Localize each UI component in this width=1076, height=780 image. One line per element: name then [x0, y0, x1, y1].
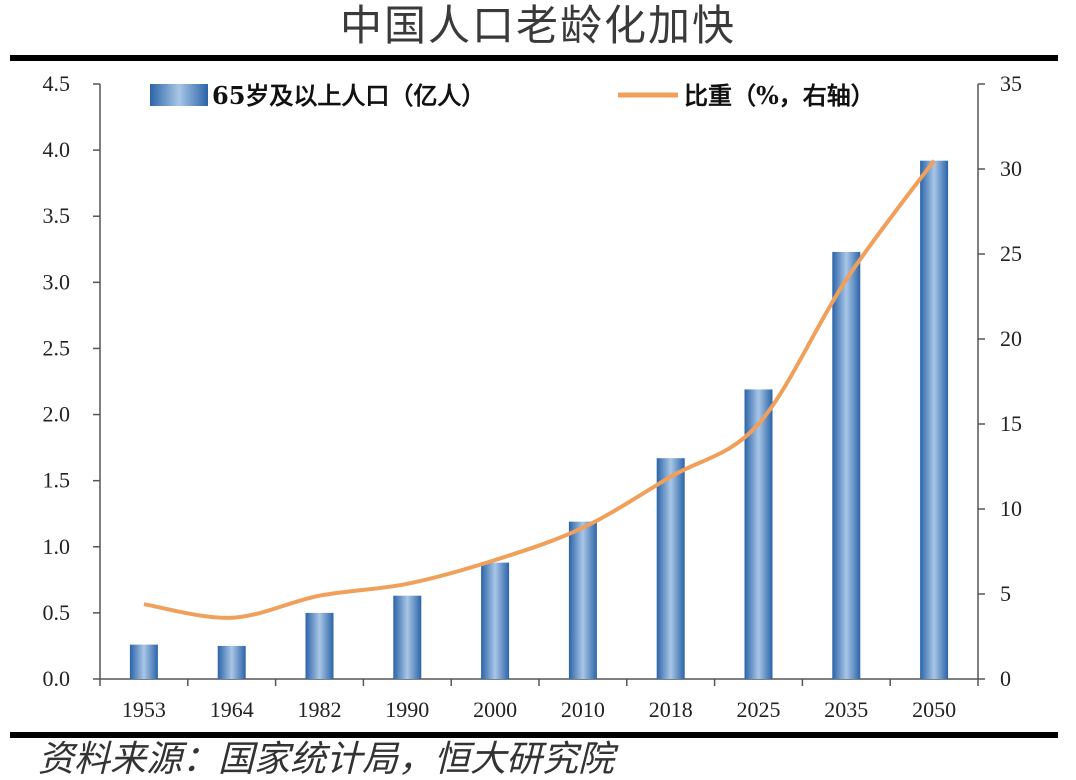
bar: [393, 596, 421, 679]
y-right-tick-label: 0: [1000, 666, 1011, 691]
legend-label-bar: 65岁及以上人口（亿人）: [212, 81, 485, 110]
legend-swatch-bar: [150, 84, 208, 106]
y-left-tick-label: 0.5: [43, 600, 71, 625]
y-left-tick-label: 3.5: [43, 203, 71, 228]
bar-series: [130, 161, 948, 679]
bar: [218, 646, 246, 679]
y-right-tick-label: 35: [1000, 71, 1022, 96]
line-path: [144, 161, 934, 618]
bar: [130, 645, 158, 679]
x-tick-label: 2050: [912, 697, 956, 722]
y-right-tick-label: 5: [1000, 581, 1011, 606]
bar: [832, 252, 860, 679]
bar: [306, 613, 334, 679]
bar: [657, 458, 685, 679]
x-tick-label: 2000: [473, 697, 517, 722]
y-right-tick-label: 25: [1000, 241, 1022, 266]
y-left-tick-label: 4.0: [43, 137, 71, 162]
y-right-tick-label: 20: [1000, 326, 1022, 351]
x-tick-label: 1964: [210, 697, 254, 722]
y-right-tick-label: 15: [1000, 411, 1022, 436]
y-left-tick-label: 1.5: [43, 468, 71, 493]
y-left-tick-label: 2.0: [43, 402, 71, 427]
bar: [569, 522, 597, 679]
y-left-tick-label: 4.5: [43, 71, 71, 96]
legend-label-line: 比重（%，右轴）: [684, 81, 875, 110]
line-series: [144, 160, 934, 618]
x-tick-label: 2018: [649, 697, 693, 722]
bar: [920, 161, 948, 679]
chart: 0.00.51.01.52.02.53.03.54.04.50510152025…: [0, 0, 1076, 740]
x-tick-label: 2010: [561, 697, 605, 722]
bar: [481, 563, 509, 679]
x-tick-label: 2025: [737, 697, 781, 722]
y-left-tick-label: 2.5: [43, 335, 71, 360]
y-left-tick-label: 1.0: [43, 534, 71, 559]
source-note: 资料来源：国家统计局，恒大研究院: [38, 740, 614, 780]
x-tick-label: 1982: [298, 697, 342, 722]
axes: 0.00.51.01.52.02.53.03.54.04.50510152025…: [43, 71, 1023, 722]
x-tick-label: 1990: [385, 697, 429, 722]
x-tick-label: 2035: [824, 697, 868, 722]
x-tick-label: 1953: [122, 697, 166, 722]
y-left-tick-label: 3.0: [43, 269, 71, 294]
y-right-tick-label: 10: [1000, 496, 1022, 521]
y-left-tick-label: 0.0: [43, 666, 71, 691]
y-right-tick-label: 30: [1000, 156, 1022, 181]
legend: 65岁及以上人口（亿人） 比重（%，右轴）: [150, 81, 875, 110]
